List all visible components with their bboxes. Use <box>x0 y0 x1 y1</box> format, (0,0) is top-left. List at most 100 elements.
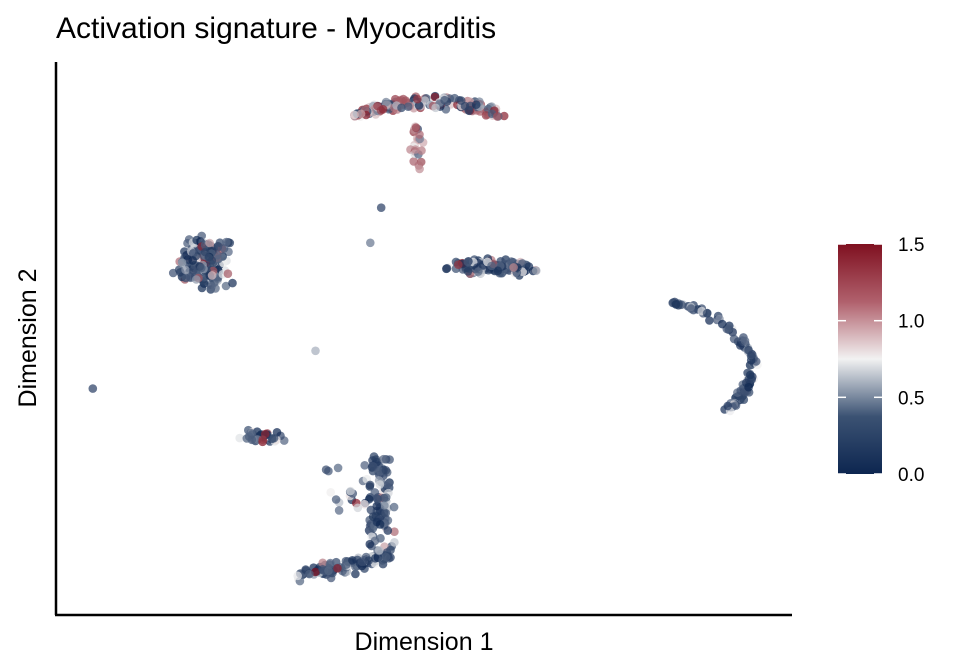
data-point <box>381 466 391 475</box>
data-point <box>390 538 399 547</box>
data-point <box>380 501 389 510</box>
data-point <box>729 334 739 344</box>
data-point <box>744 382 753 392</box>
data-point <box>368 462 378 471</box>
data-point <box>207 282 216 291</box>
data-point <box>311 346 320 356</box>
data-point <box>740 336 750 346</box>
data-point <box>747 350 757 359</box>
data-point <box>181 265 190 275</box>
data-point <box>235 433 244 443</box>
data-point <box>207 271 217 280</box>
data-point <box>353 503 363 513</box>
data-point <box>415 164 424 174</box>
data-point <box>189 249 198 258</box>
data-point <box>346 486 355 496</box>
data-point <box>174 265 184 275</box>
data-point <box>366 238 375 248</box>
data-point <box>293 571 303 581</box>
data-point <box>357 557 367 566</box>
data-point <box>531 266 541 276</box>
colorbar-gradient <box>838 244 882 474</box>
data-point <box>188 266 198 275</box>
data-point <box>197 263 206 273</box>
data-point <box>333 564 342 573</box>
data-point <box>731 401 741 410</box>
data-point <box>463 267 473 276</box>
data-point <box>705 316 714 325</box>
data-point <box>389 502 399 512</box>
data-point <box>373 101 382 111</box>
data-point <box>375 520 385 529</box>
data-point <box>365 539 375 549</box>
colorbar-tick-label: 0.5 <box>898 388 924 409</box>
data-point <box>474 267 483 276</box>
data-point <box>88 384 98 393</box>
data-point <box>723 401 733 411</box>
data-point <box>399 94 408 104</box>
colorbar-ticks: 0.0 0.5 1.0 1.5 <box>838 235 924 486</box>
data-points <box>88 91 762 586</box>
data-point <box>360 499 369 509</box>
data-point <box>381 97 391 107</box>
data-point <box>383 526 393 535</box>
data-point <box>360 461 370 470</box>
x-axis-title: Dimension 1 <box>355 628 494 656</box>
data-point <box>493 112 502 121</box>
data-point <box>318 558 328 568</box>
data-point <box>350 110 359 120</box>
data-point <box>205 238 214 248</box>
data-point <box>509 263 518 272</box>
data-point <box>242 434 252 443</box>
data-point <box>524 262 534 271</box>
data-point <box>364 556 373 565</box>
data-point <box>334 506 344 515</box>
data-point <box>460 101 470 111</box>
colorbar-tick-label: 1.0 <box>898 312 924 333</box>
data-point <box>373 494 383 504</box>
chart-title: Activation signature - Myocarditis <box>56 12 496 45</box>
data-point <box>269 433 279 443</box>
data-point <box>348 556 357 565</box>
data-point <box>420 96 430 105</box>
data-point <box>431 103 440 113</box>
data-point <box>305 569 314 579</box>
data-point <box>390 527 399 536</box>
data-point <box>365 480 375 490</box>
data-point <box>219 244 229 253</box>
data-point <box>471 100 481 109</box>
data-point <box>356 109 366 119</box>
data-point <box>440 95 449 105</box>
data-point <box>411 145 420 154</box>
data-point <box>200 247 210 257</box>
colorbar-tick-label: 0.0 <box>898 465 924 486</box>
data-point <box>369 452 379 461</box>
data-point <box>739 395 749 405</box>
data-point <box>376 203 386 212</box>
data-point <box>403 102 413 111</box>
data-point <box>702 309 712 318</box>
data-point <box>181 273 191 283</box>
data-point <box>192 275 201 284</box>
data-point <box>442 264 452 273</box>
data-point <box>324 566 333 576</box>
data-point <box>326 488 336 497</box>
data-point <box>381 493 391 502</box>
data-point <box>381 508 391 518</box>
data-point <box>372 501 382 511</box>
y-axis-title: Dimension 2 <box>14 269 42 408</box>
data-point <box>411 123 421 132</box>
data-point <box>463 257 473 267</box>
data-point <box>718 319 727 329</box>
data-point <box>397 103 406 113</box>
data-point <box>177 258 187 268</box>
data-point <box>333 463 343 473</box>
colorbar-tick-label: 1.5 <box>898 235 924 256</box>
data-point <box>415 130 424 139</box>
data-point <box>413 94 422 104</box>
data-point <box>381 552 391 562</box>
data-point <box>228 278 237 288</box>
data-point <box>375 546 384 555</box>
data-point <box>223 269 233 279</box>
